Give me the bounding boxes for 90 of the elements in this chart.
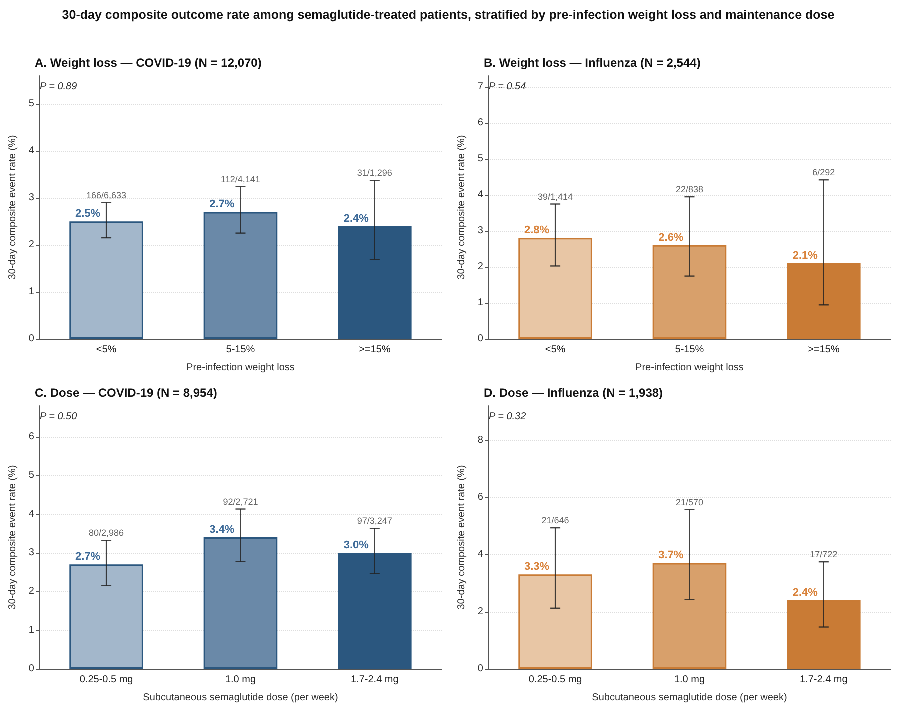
bar: [70, 222, 144, 339]
data-label: 3.0%: [344, 539, 370, 552]
y-tick-label: 3: [28, 547, 35, 558]
y-tick-label: 2: [478, 261, 484, 272]
y-tick-label: 2: [28, 240, 35, 251]
x-axis-title: Subcutaneous semaglutide dose (per week): [143, 692, 338, 704]
y-axis-title: 30-day composite event rate (%): [456, 465, 468, 610]
data-label: 2.5%: [75, 208, 101, 220]
y-tick-label: 6: [478, 117, 484, 128]
bar: [204, 538, 278, 669]
y-tick-label: 5: [28, 470, 35, 482]
y-tick-label: 0: [478, 334, 484, 344]
x-tick-label: 1.7-2.4 mg: [351, 674, 399, 686]
data-label: 2.7%: [210, 198, 235, 211]
chart-subtitle: B. Weight loss — Influenza (N = 2,544): [484, 56, 701, 70]
x-axis-title: Pre-infection weight loss: [636, 362, 744, 374]
y-tick-label: 0: [478, 664, 484, 674]
x-tick-label: 5-15%: [675, 344, 704, 356]
bar: [338, 552, 412, 669]
annotation: 80/2,986: [89, 528, 124, 538]
y-tick-label: 5: [478, 153, 484, 164]
annotation: 6/292: [812, 168, 836, 178]
annotation: 21/570: [676, 497, 704, 508]
x-tick-label: 5-15%: [226, 344, 256, 356]
y-tick-label: 8: [478, 434, 484, 446]
x-tick-label: 1.0 mg: [674, 674, 706, 686]
x-tick-label: <5%: [545, 344, 566, 356]
bar: [518, 574, 592, 669]
x-tick-label: 1.7-2.4 mg: [800, 674, 848, 686]
annotation: P = 0.32: [489, 412, 527, 422]
x-tick-label: >=15%: [359, 344, 391, 356]
annotation: 39/1,414: [538, 192, 574, 202]
y-tick-label: 4: [28, 508, 35, 520]
x-tick-label: 1.0 mg: [225, 674, 256, 686]
bar: [652, 245, 727, 339]
annotation: 31/1,296: [357, 168, 392, 178]
x-tick-label: <5%: [96, 344, 117, 356]
y-tick-label: 2: [28, 586, 35, 598]
data-label: 3.7%: [658, 550, 684, 562]
y-tick-label: 4: [478, 549, 484, 560]
x-axis-title: Subcutaneous semaglutide dose (per week): [592, 692, 788, 704]
annotation: 112/4,141: [221, 174, 260, 184]
y-tick-label: 6: [28, 431, 35, 442]
annotation: 166/6,633: [86, 190, 127, 200]
x-tick-label: 0.25-0.5 mg: [80, 674, 134, 686]
y-tick-label: 3: [28, 192, 35, 204]
y-tick-label: 5: [28, 98, 35, 110]
annotation: P = 0.89: [40, 82, 78, 92]
y-tick-label: 4: [28, 146, 35, 157]
y-tick-label: 1: [28, 286, 35, 298]
annotation: 21/646: [542, 516, 570, 526]
annotation: 97/3,247: [357, 516, 392, 526]
data-label: 2.8%: [524, 224, 550, 237]
bar: [652, 563, 727, 669]
bar: [787, 263, 861, 339]
x-tick-label: >=15%: [808, 344, 840, 356]
y-axis-title: 30-day composite event rate (%): [8, 135, 18, 280]
bar: [70, 564, 144, 669]
y-tick-label: 1: [28, 624, 35, 636]
data-label: 2.6%: [658, 232, 684, 244]
data-label: 2.4%: [792, 586, 818, 599]
y-axis-title: 30-day composite event rate (%): [456, 135, 468, 280]
chart-title: 30-day composite outcome rate among semaglutide-treated patients, stratified by pre-infection weight loss and maintenance dose: [61, 8, 836, 22]
y-tick-label: 0: [28, 334, 35, 344]
data-label: 2.1%: [792, 250, 818, 262]
x-axis-title: Pre-infection weight loss: [186, 362, 295, 374]
y-tick-label: 4: [478, 189, 484, 200]
chart-subtitle: C. Dose — COVID-19 (N = 8,954): [35, 386, 218, 400]
bar: [338, 226, 412, 339]
y-tick-label: 2: [478, 606, 484, 618]
data-label: 3.4%: [210, 524, 235, 536]
chart-subtitle: A. Weight loss — COVID-19 (N = 12,070): [35, 56, 262, 70]
y-axis-title: 30-day composite event rate (%): [8, 465, 18, 610]
annotation: P = 0.50: [40, 412, 78, 422]
data-label: 2.4%: [344, 212, 370, 225]
y-tick-label: 6: [478, 492, 484, 503]
data-label: 3.3%: [524, 561, 550, 574]
x-tick-label: 0.25-0.5 mg: [528, 674, 582, 686]
data-label: 2.7%: [75, 551, 101, 564]
chart-subtitle: D. Dose — Influenza (N = 1,938): [484, 386, 664, 400]
bar: [518, 238, 592, 339]
y-tick-label: 0: [28, 664, 35, 674]
bar: [204, 212, 278, 339]
annotation: 22/838: [676, 184, 704, 195]
bar: [787, 600, 861, 669]
annotation: 92/2,721: [223, 496, 258, 507]
annotation: 17/722: [810, 550, 838, 560]
y-tick-label: 1: [478, 297, 484, 308]
y-tick-label: 3: [478, 225, 484, 236]
y-tick-label: 7: [478, 81, 484, 92]
